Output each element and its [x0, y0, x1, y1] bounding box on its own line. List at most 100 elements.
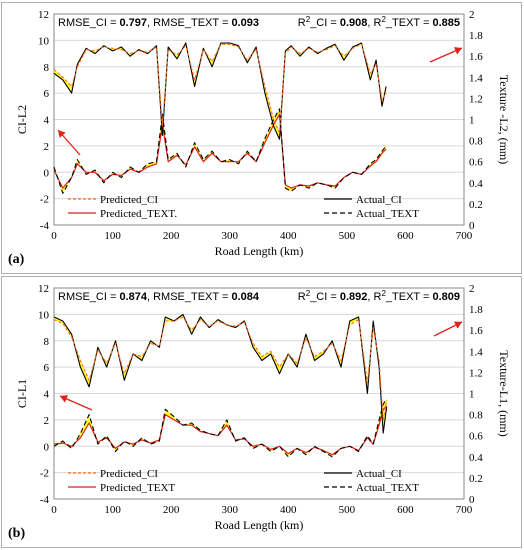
y2-tick-label: 0.4: [469, 178, 483, 190]
y2-tick-label: 1.2: [469, 367, 483, 379]
arrow-right-head: [453, 47, 462, 55]
panel-a-frame: [1, 2, 522, 274]
series-line-predicted-text: [53, 113, 387, 189]
arrow-left-head: [60, 395, 69, 403]
metric-value: 0.908: [340, 17, 368, 29]
x-tick-label: 100: [104, 504, 121, 516]
x-tick-label: 200: [163, 230, 180, 242]
x-tick-label: 600: [397, 230, 414, 242]
y-tick-label: 4: [44, 389, 50, 401]
y-tick-label: -2: [40, 194, 49, 206]
x-axis-label: Road Length (km): [215, 518, 304, 532]
fill-between-ci: [54, 314, 387, 434]
metric-label: _CI =: [309, 291, 340, 303]
metric-label: , R: [367, 17, 381, 29]
legend-actual-text-label: Actual_TEXT: [356, 482, 419, 494]
metric-label: RMSE_CI =: [58, 17, 119, 29]
y2-tick-label: 0.2: [469, 473, 483, 485]
series-line-actual-ci: [53, 42, 387, 140]
y2-tick-label: 1.8: [469, 30, 483, 42]
fill-between-text: [54, 398, 387, 457]
series-line-predicted-ci: [53, 316, 388, 421]
metrics-rmse: RMSE_CI = 0.797, RMSE_TEXT = 0.093: [58, 17, 259, 29]
panel-label: (a): [8, 252, 25, 267]
y2-axis-label: Texture-L1, (mm): [497, 350, 511, 436]
metric-value: 0.809: [432, 291, 460, 303]
y-tick-label: 12: [38, 283, 49, 295]
metric-value: 0.084: [231, 291, 259, 303]
legend-predicted-ci-label: Predicted_CI: [100, 468, 158, 480]
metric-value: 0.874: [119, 291, 147, 303]
legend-actual-text-label: Actual_TEXT: [356, 208, 419, 220]
y-tick-label: 6: [44, 362, 50, 374]
x-tick-label: 400: [280, 230, 297, 242]
series-line-predicted-text: [53, 405, 388, 456]
y2-tick-label: 1.4: [469, 72, 483, 84]
chart-panel-b: -4 -2 0 2 4 6 8 10 12 0 0.2 0.4 0.6 0.8 1 1.2 1.4 1.6 1.8 2…: [8, 283, 511, 541]
y-tick-label: 4: [44, 115, 50, 127]
metric-label: , RMSE_TEXT =: [147, 17, 231, 29]
y2-tick-label: 0: [469, 220, 475, 232]
x-tick-label: 0: [51, 230, 57, 242]
y2-tick-label: 0.8: [469, 410, 483, 422]
panel-label: (b): [8, 526, 25, 541]
series-line-actual-text: [53, 108, 387, 194]
metric-superscript: 2: [381, 289, 386, 298]
metric-value: 0.892: [340, 291, 368, 303]
legend: Predicted_CI Actual_CI Predicted_TEXT. Actu…: [68, 194, 419, 220]
legend: Predicted_CI Actual_CI Predicted_TEXT Actua…: [68, 468, 419, 494]
y2-tick-label: 1: [469, 115, 475, 127]
y-tick-label: 8: [44, 336, 50, 348]
y-axis-label: CI-L1: [15, 379, 29, 408]
metric-label: , RMSE_TEXT =: [147, 291, 231, 303]
metric-label: R: [298, 17, 306, 29]
y2-axis-label: Texture -L2, (mm): [497, 75, 511, 164]
metric-value: 0.885: [432, 17, 460, 29]
plot-area: [53, 287, 465, 500]
x-tick-label: 300: [221, 230, 238, 242]
legend-predicted-text-label: Predicted_TEXT: [100, 482, 175, 494]
panel-b-frame: [1, 276, 522, 548]
plot-area: [53, 13, 465, 226]
y-axis-label: CI-L2: [15, 105, 29, 134]
y2-tick-label: 1.6: [469, 51, 483, 63]
metric-value: 0.797: [119, 17, 147, 29]
y-tick-label: -4: [40, 220, 50, 232]
metric-label: R: [298, 291, 306, 303]
legend-predicted-text-label: Predicted_TEXT.: [100, 208, 177, 220]
y-tick-label: 6: [44, 88, 50, 100]
metric-superscript: 2: [306, 289, 311, 298]
metric-label: RMSE_CI =: [58, 291, 119, 303]
metrics-r2: R2_CI = 0.908, R2_TEXT = 0.885: [298, 15, 460, 30]
x-tick-label: 700: [456, 504, 473, 516]
y-tick-label: 0: [44, 167, 50, 179]
fill-between-ci: [54, 43, 387, 140]
x-tick-label: 300: [221, 504, 238, 516]
series-line-actual-text: [53, 398, 388, 458]
chart-panel-a: -4 -2 0 2 4 6 8 10 12 0 0.2 0.4 0.6 0.8 1 1.2 1.4 1.6 1.8 2…: [8, 9, 511, 267]
x-tick-label: 400: [280, 504, 297, 516]
metrics-r2: R2_CI = 0.892, R2_TEXT = 0.809: [298, 289, 460, 304]
y2-tick-label: 1.4: [469, 346, 483, 358]
y-tick-label: 10: [38, 35, 50, 47]
legend-predicted-ci-label: Predicted_CI: [100, 194, 158, 206]
y2-tick-label: 1.8: [469, 304, 483, 316]
metric-superscript: 2: [306, 15, 311, 24]
y-tick-label: 2: [44, 415, 50, 427]
y2-tick-label: 1.6: [469, 325, 483, 337]
y-tick-label: 12: [38, 9, 49, 21]
y-tick-label: 0: [44, 441, 50, 453]
metric-value: 0.093: [231, 17, 259, 29]
y-tick-label: -2: [40, 468, 49, 480]
x-tick-label: 700: [456, 230, 473, 242]
metrics-rmse: RMSE_CI = 0.874, RMSE_TEXT = 0.084: [58, 291, 260, 303]
x-tick-label: 600: [397, 504, 414, 516]
y-tick-label: 8: [44, 62, 50, 74]
y-tick-label: 10: [38, 309, 50, 321]
y2-tick-label: 0.6: [469, 157, 483, 169]
y2-tick-label: 1: [469, 389, 475, 401]
legend-actual-ci-label: Actual_CI: [356, 468, 402, 480]
x-axis-label: Road Length (km): [215, 244, 304, 258]
arrow-left-head: [58, 130, 66, 138]
